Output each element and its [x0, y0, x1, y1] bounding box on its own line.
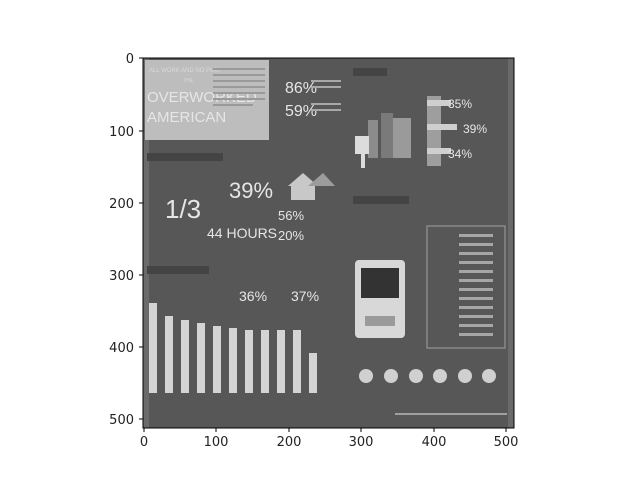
stat-20: 20%: [278, 228, 304, 243]
header-small-text: ALL WORK AND NO PLAY: [149, 68, 221, 74]
footer-text-line: [395, 413, 507, 415]
header-the-text: THE: [183, 78, 194, 84]
stat-36: 36%: [239, 288, 267, 304]
x-tick-label: 300: [349, 435, 374, 450]
y-tick-label: 300: [109, 269, 134, 284]
y-axis: 0 100 200 300 400 500: [109, 52, 143, 428]
house-icon: [288, 173, 335, 200]
stat-35: 35%: [448, 97, 472, 111]
stat-59: 59%: [285, 103, 317, 120]
figure-stack-columns: [149, 303, 317, 393]
vignette-right: [508, 58, 514, 428]
axes-frame: [142, 57, 515, 429]
stat-37-right: 39%: [463, 122, 487, 136]
stat-86: 86%: [285, 80, 317, 97]
x-axis: 0 100 200 300 400 500: [140, 428, 519, 450]
x-tick-label: 200: [277, 435, 302, 450]
y-tick-label: 500: [109, 413, 134, 428]
image-area: ALL WORK AND NO PLAY THE OVERWORKED AMER…: [143, 58, 514, 428]
y-tick-label: 200: [109, 197, 134, 212]
section-label-bottom-left: [147, 266, 209, 274]
clock-slot: [365, 316, 395, 326]
title-line1: OVERWORKED: [147, 89, 257, 106]
clock-face: [361, 268, 399, 298]
one-third: 1/3: [165, 194, 201, 224]
list-panel-rows: [459, 234, 493, 336]
list-panel: [426, 225, 506, 349]
intro-text-block: [213, 68, 265, 106]
hours-text: 44 HOURS: [207, 225, 277, 241]
title-line2: AMERICAN: [147, 109, 226, 126]
section-label-mid-right: [353, 196, 409, 204]
stat-37: 37%: [291, 288, 319, 304]
vignette-left: [143, 58, 149, 428]
stat-34: 34%: [448, 147, 472, 161]
icon-row: [359, 369, 496, 383]
x-tick-label: 0: [140, 435, 148, 450]
x-tick-label: 500: [494, 435, 519, 450]
stat-text-lines: [311, 80, 341, 111]
section-label-right: [353, 68, 387, 76]
desk-illustration: [355, 113, 411, 168]
x-tick-label: 400: [422, 435, 447, 450]
section-label-left: [147, 153, 223, 161]
stacked-bars-right: [427, 96, 457, 166]
y-tick-label: 100: [109, 125, 134, 140]
y-tick-label: 0: [126, 52, 134, 67]
stat-56: 56%: [278, 208, 304, 223]
y-tick-label: 400: [109, 341, 134, 356]
x-tick-label: 100: [204, 435, 229, 450]
stat-39: 39%: [229, 178, 273, 203]
